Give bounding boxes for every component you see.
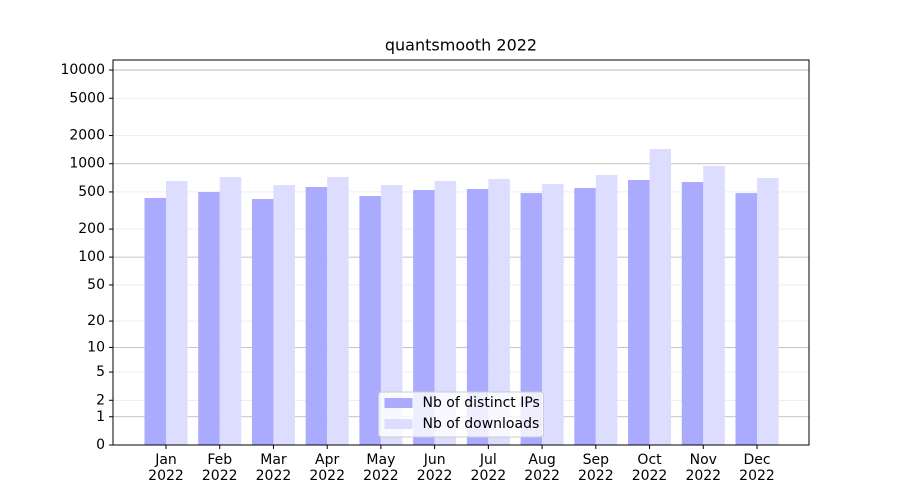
bar <box>466 189 489 445</box>
y-tick-label: 0 <box>96 437 105 453</box>
y-tick-label: 2 <box>96 392 105 408</box>
bar <box>166 181 188 446</box>
plot-frame <box>112 59 810 446</box>
bar <box>305 187 328 445</box>
x-tick-label: Feb 2022 <box>201 452 238 484</box>
legend-label: Nb of distinct IPs <box>423 395 540 411</box>
bar <box>219 176 242 445</box>
x-tick-label: Apr 2022 <box>309 452 345 484</box>
bar <box>413 190 435 445</box>
x-tick-label: Dec 2022 <box>739 452 775 484</box>
y-tick-label: 1 <box>96 409 105 425</box>
legend-box <box>378 391 544 438</box>
y-tick-label: 20 <box>87 313 105 329</box>
bar <box>649 149 672 445</box>
bar <box>703 166 725 445</box>
bar <box>198 192 220 445</box>
x-tick-label: Mar 2022 <box>255 452 292 484</box>
bar <box>628 180 650 445</box>
bar <box>520 193 543 445</box>
y-tick-label: 10000 <box>60 62 105 78</box>
legend-swatch <box>384 398 413 408</box>
bar <box>359 196 381 445</box>
x-tick-label: Jul 2022 <box>470 452 507 484</box>
bar <box>542 183 564 445</box>
bar <box>251 199 274 445</box>
bar <box>144 197 166 445</box>
bar <box>327 176 349 445</box>
y-tick-label: 1000 <box>69 156 105 172</box>
x-tick-label: Sep 2022 <box>577 452 614 484</box>
chart-title: quantsmooth 2022 <box>385 36 537 55</box>
bar <box>681 182 704 446</box>
bar <box>434 181 457 446</box>
x-tick-label: Nov 2022 <box>685 452 722 484</box>
x-tick-label: May 2022 <box>363 452 399 484</box>
y-tick-label: 5000 <box>69 90 105 106</box>
x-tick-label: Jun 2022 <box>416 452 453 484</box>
bar <box>735 193 757 445</box>
y-tick-label: 200 <box>78 221 105 237</box>
legend-swatch <box>384 419 413 429</box>
y-tick-label: 10 <box>87 339 105 355</box>
bar <box>757 178 779 446</box>
y-tick-label: 5 <box>96 364 105 380</box>
x-tick-label: Aug 2022 <box>524 452 560 484</box>
legend-label: Nb of downloads <box>423 416 540 432</box>
y-tick-label: 50 <box>87 277 105 293</box>
legend: Nb of distinct IPs Nb of downloads <box>378 391 544 438</box>
x-tick-label: Oct 2022 <box>631 452 668 484</box>
bar <box>595 175 618 445</box>
y-tick-label: 2000 <box>69 128 105 144</box>
y-tick-label: 500 <box>78 184 105 200</box>
y-tick-label: 100 <box>78 249 105 265</box>
bar <box>488 179 510 445</box>
bar <box>574 188 596 445</box>
x-tick-label: Jan 2022 <box>148 452 184 484</box>
bar <box>380 185 403 445</box>
bar <box>273 185 295 445</box>
